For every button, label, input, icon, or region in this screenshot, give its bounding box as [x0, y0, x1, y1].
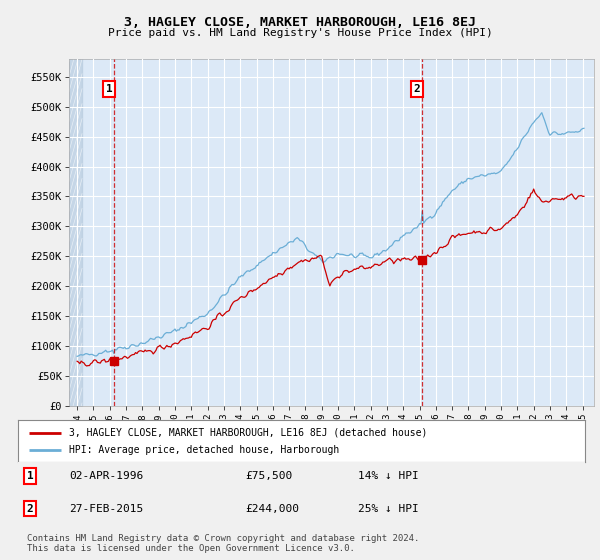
Text: 1: 1	[106, 84, 112, 94]
Text: £244,000: £244,000	[245, 503, 299, 514]
Text: 2: 2	[26, 503, 33, 514]
Text: 27-FEB-2015: 27-FEB-2015	[69, 503, 143, 514]
Text: 25% ↓ HPI: 25% ↓ HPI	[358, 503, 419, 514]
Text: HPI: Average price, detached house, Harborough: HPI: Average price, detached house, Harb…	[69, 445, 339, 455]
Text: Price paid vs. HM Land Registry's House Price Index (HPI): Price paid vs. HM Land Registry's House …	[107, 28, 493, 38]
Text: 1: 1	[26, 471, 33, 481]
Text: 3, HAGLEY CLOSE, MARKET HARBOROUGH, LE16 8EJ: 3, HAGLEY CLOSE, MARKET HARBOROUGH, LE16…	[124, 16, 476, 29]
Text: 14% ↓ HPI: 14% ↓ HPI	[358, 471, 419, 481]
Text: £75,500: £75,500	[245, 471, 292, 481]
Text: 02-APR-1996: 02-APR-1996	[69, 471, 143, 481]
Text: 2: 2	[414, 84, 421, 94]
Text: 3, HAGLEY CLOSE, MARKET HARBOROUGH, LE16 8EJ (detached house): 3, HAGLEY CLOSE, MARKET HARBOROUGH, LE16…	[69, 428, 427, 437]
Text: Contains HM Land Registry data © Crown copyright and database right 2024.
This d: Contains HM Land Registry data © Crown c…	[26, 534, 419, 553]
